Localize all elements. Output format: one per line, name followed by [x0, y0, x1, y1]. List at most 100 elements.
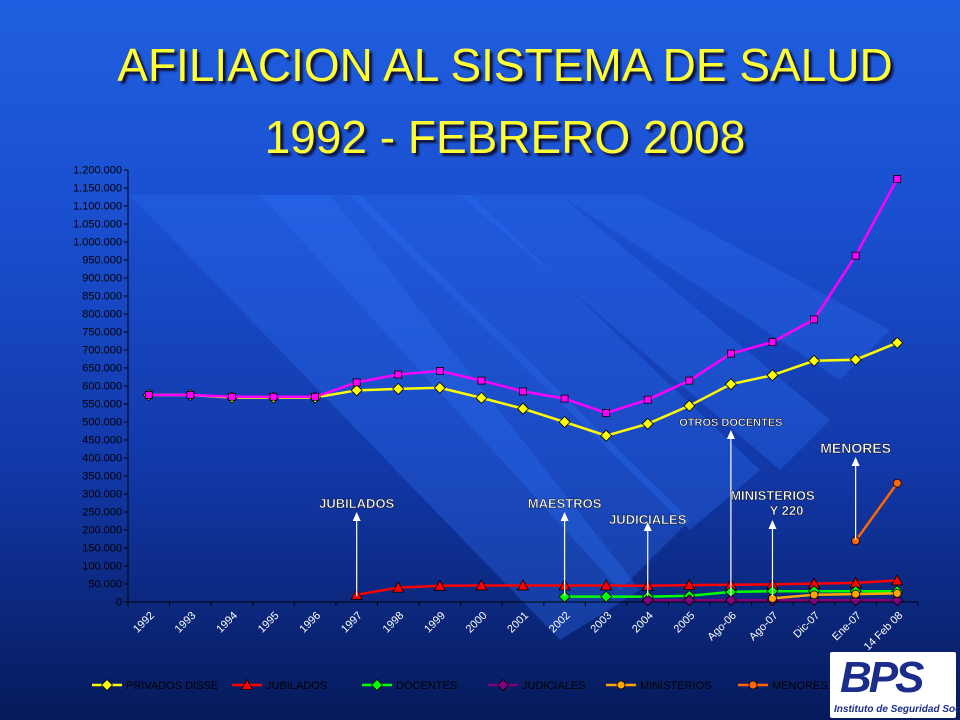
annotation-arrow-head [851, 457, 860, 466]
data-point [683, 399, 696, 412]
y-tick-label: 350.000 [82, 471, 122, 483]
legend-item: JUDICIALES [488, 678, 586, 692]
y-tick-label: 950.000 [82, 255, 122, 267]
page-title: AFILIACION AL SISTEMA DE SALUD [117, 39, 893, 91]
legend-label: DOCENTES [396, 680, 457, 692]
legend-label: MINISTERIOS [640, 680, 712, 692]
annotation-judiciales: JUDICIALES [609, 512, 687, 596]
data-point [641, 594, 654, 607]
annotation-arrow-head [768, 520, 777, 529]
legend-item: MINISTERIOS [606, 680, 712, 692]
data-point [350, 384, 363, 397]
legend-item: DOCENTES [362, 678, 457, 692]
legend-label: MENORES... [772, 680, 837, 692]
data-point [891, 594, 904, 607]
y-tick-label: 200.000 [82, 525, 122, 537]
y-tick-label: 1.150.000 [73, 183, 122, 195]
annotation-arrow-head [560, 512, 569, 521]
y-tick-label: 100.000 [82, 561, 122, 573]
data-point [643, 395, 652, 404]
y-tick-label: 700.000 [82, 345, 122, 357]
annotation-menores: MENORES [820, 440, 891, 540]
data-point [724, 378, 737, 391]
data-point [893, 175, 902, 183]
y-tick-label: 550.000 [82, 399, 122, 411]
data-point [516, 402, 530, 415]
data-point [891, 336, 904, 349]
series-menores- [851, 478, 902, 546]
y-tick-label: 1.050.000 [73, 219, 122, 231]
series-total [144, 175, 902, 417]
y-tick-label: 850.000 [82, 291, 122, 303]
y-tick-label: 450.000 [82, 435, 122, 447]
data-point [851, 251, 860, 260]
data-point [599, 579, 613, 591]
series-line [854, 482, 899, 542]
legend-item: PRIVADOS DISSE [92, 678, 218, 692]
y-tick-label: 250.000 [82, 507, 122, 519]
legend-swatch-marker [496, 678, 510, 692]
x-tick-label: 1993 [173, 610, 199, 636]
data-point [724, 594, 737, 607]
series-line [356, 579, 898, 597]
data-point [186, 391, 195, 399]
y-tick-label: 750.000 [82, 327, 122, 339]
data-point [892, 478, 902, 488]
annotation-label: OTROS DOCENTES [679, 417, 782, 429]
x-tick-label: Ago-07 [747, 610, 781, 644]
annotation-jubilados: JUBILADOS [319, 496, 395, 596]
x-tick-label: Dic-07 [791, 610, 822, 641]
y-tick-label: 400.000 [82, 453, 122, 465]
data-point [683, 594, 696, 607]
x-tick-label: 1999 [422, 610, 448, 636]
y-tick-label: 1.000.000 [73, 237, 122, 249]
y-tick-label: 0 [116, 597, 122, 609]
annotation-arrow-head [643, 522, 652, 531]
chart-annotations: JUBILADOS MAESTROS JUDICIALES OTROS DOCENTE… [319, 417, 891, 596]
legend-swatch-marker [240, 678, 254, 690]
data-point [600, 429, 613, 442]
y-tick-label: 150.000 [82, 543, 122, 555]
stripe-2 [350, 195, 760, 530]
background-stripes [130, 195, 890, 640]
annotation-otros-docentes: OTROS DOCENTES [679, 417, 783, 596]
data-point [602, 409, 611, 417]
y-tick-label: 500.000 [82, 417, 122, 429]
data-point [683, 578, 696, 590]
legend-item: MENORES... [738, 680, 837, 692]
y-tick-label: 600.000 [82, 381, 122, 393]
x-tick-label: 1995 [256, 610, 282, 636]
x-tick-label: 1998 [381, 610, 407, 636]
data-point [475, 391, 488, 404]
y-tick-label: 50.000 [88, 579, 122, 591]
data-point [726, 349, 735, 358]
legend-label: PRIVADOS DISSE [126, 680, 218, 692]
x-tick-label: 2004 [630, 610, 656, 636]
legend-label: JUBILADOS [266, 680, 327, 692]
annotation-label: JUDICIALES [609, 512, 687, 527]
series-jubilados [350, 574, 904, 600]
annotation-maestros: MAESTROS [528, 496, 602, 596]
stripe-0 [130, 195, 640, 640]
x-tick-label: 2001 [505, 610, 531, 636]
legend-swatch-marker [100, 678, 114, 692]
x-tick-label: Ago-06 [705, 610, 739, 644]
x-tick-label: 1997 [339, 610, 365, 636]
legend-swatch-marker [616, 680, 626, 690]
legend-label: JUDICIALES [522, 680, 586, 692]
x-tick-label: 1994 [214, 610, 240, 636]
y-tick-label: 800.000 [82, 309, 122, 321]
data-point [519, 387, 527, 396]
annotation-label: MENORES [820, 440, 891, 456]
legend-item: JUBILADOS [232, 678, 327, 692]
legend-swatch-marker [370, 678, 384, 692]
series-ministerios [768, 588, 902, 603]
page-subtitle: 1992 - FEBRERO 2008 [264, 111, 746, 163]
data-point [269, 392, 278, 401]
data-point [809, 590, 819, 600]
logo-text: Instituto de Seguridad Social [834, 704, 960, 715]
data-point [600, 590, 613, 603]
y-tick-label: 300.000 [82, 489, 122, 501]
